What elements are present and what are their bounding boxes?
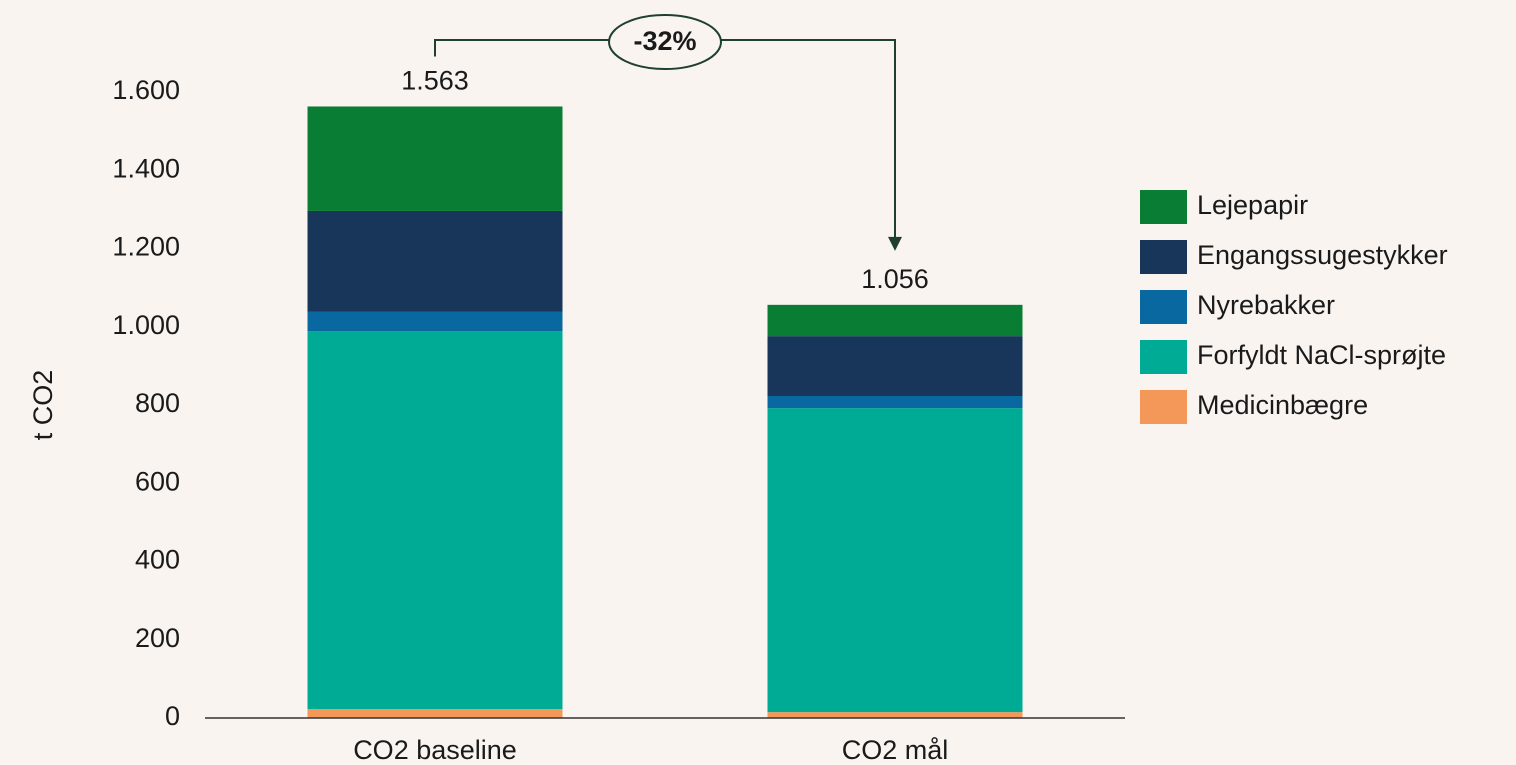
bar-segment: [767, 304, 1023, 337]
x-tick-label: CO2 mål: [842, 735, 949, 765]
legend-swatch: [1140, 290, 1187, 324]
bar-segment: [767, 408, 1023, 713]
y-tick-label: 0: [165, 701, 180, 731]
y-tick-label: 600: [135, 466, 180, 496]
legend-label: Engangssugestykker: [1197, 240, 1448, 270]
y-tick-label: 1.200: [112, 232, 180, 262]
total-label: 1.056: [861, 264, 929, 294]
legend-swatch: [1140, 390, 1187, 424]
bar-segment: [307, 331, 563, 710]
legend-label: Nyrebakker: [1197, 290, 1335, 320]
annotation-text: -32%: [633, 26, 696, 56]
y-tick-label: 200: [135, 623, 180, 653]
legend-swatch: [1140, 240, 1187, 274]
y-tick-label: 1.000: [112, 310, 180, 340]
bar-segment: [307, 311, 563, 332]
legend-label: Medicinbægre: [1197, 390, 1368, 420]
x-tick-label: CO2 baseline: [353, 735, 517, 765]
legend-swatch: [1140, 340, 1187, 374]
bar-segment: [767, 336, 1023, 397]
annotation-badge: [608, 14, 722, 70]
bar-segment: [307, 210, 563, 312]
total-label: 1.563: [401, 66, 469, 96]
legend-swatch: [1140, 190, 1187, 224]
legend-label: Forfyldt NaCl-sprøjte: [1197, 340, 1446, 370]
y-tick-label: 400: [135, 545, 180, 575]
bar-segment: [307, 106, 563, 211]
y-tick-label: 800: [135, 388, 180, 418]
y-tick-label: 1.400: [112, 153, 180, 183]
y-tick-label: 1.600: [112, 75, 180, 105]
legend-label: Lejepapir: [1197, 190, 1308, 220]
bar-segment: [307, 709, 563, 718]
arrow-head: [888, 236, 902, 251]
y-axis-title: t CO2: [28, 370, 58, 441]
bar-segment: [767, 396, 1023, 409]
bar-segment: [767, 712, 1023, 718]
